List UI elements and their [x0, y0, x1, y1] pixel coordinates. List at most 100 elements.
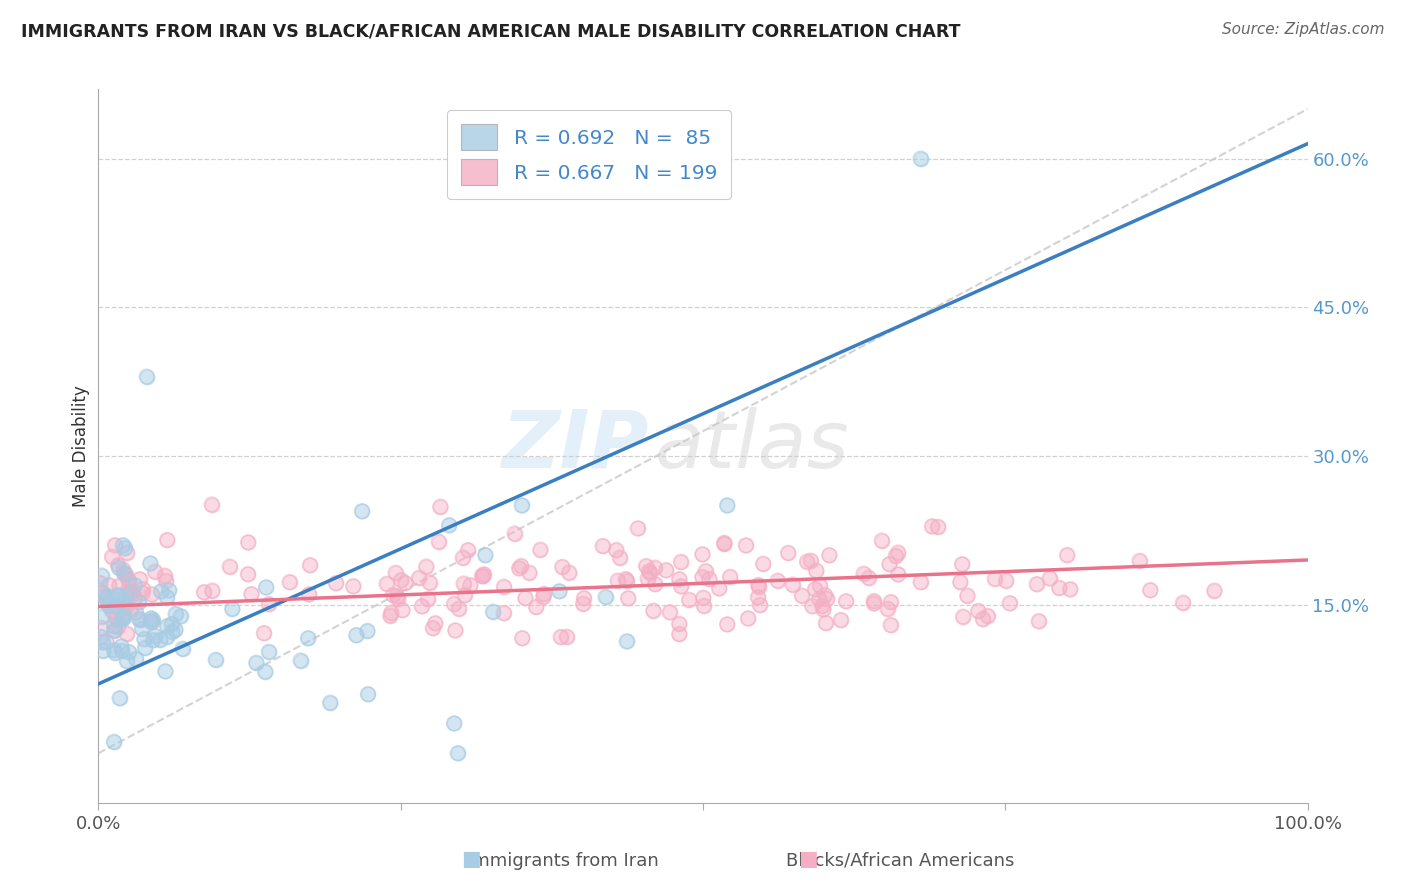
Point [1028, 614, 1050, 628]
Point [112, 566, 135, 581]
Point [425, 616, 447, 631]
Point [835, 594, 858, 608]
Point [595, 590, 617, 604]
Point [658, 605, 681, 619]
Point [976, 609, 998, 624]
Point [297, 632, 319, 646]
Point [104, 599, 127, 613]
Point [492, 606, 515, 620]
Point [637, 572, 659, 586]
Point [800, 553, 823, 567]
Point [125, 652, 148, 666]
Point [107, 589, 129, 603]
Point [104, 624, 127, 638]
Point [811, 599, 834, 613]
Point [879, 618, 901, 632]
Point [156, 533, 179, 547]
Point [782, 577, 804, 591]
Point [472, 569, 495, 583]
Point [529, 542, 551, 557]
Point [238, 535, 260, 549]
Point [134, 632, 156, 646]
Point [474, 548, 496, 562]
Point [114, 541, 136, 556]
Point [415, 559, 437, 574]
Point [115, 568, 138, 582]
Text: atlas: atlas [655, 407, 849, 485]
Point [692, 591, 714, 605]
Point [813, 602, 835, 616]
Point [503, 526, 526, 541]
Point [643, 604, 665, 618]
Point [425, 616, 447, 631]
Point [638, 566, 661, 581]
Point [157, 583, 180, 598]
Point [350, 504, 373, 518]
Point [747, 591, 769, 605]
Point [782, 577, 804, 591]
Point [718, 570, 741, 584]
Point [910, 152, 932, 166]
Point [145, 629, 167, 643]
Point [910, 575, 932, 590]
Point [155, 665, 177, 679]
Point [524, 599, 547, 614]
Point [201, 583, 224, 598]
Point [699, 572, 721, 586]
Point [693, 599, 716, 613]
Point [128, 612, 150, 626]
Point [149, 632, 172, 647]
Point [111, 612, 134, 626]
Point [668, 572, 690, 586]
Point [550, 630, 572, 644]
Point [976, 609, 998, 624]
Point [1171, 596, 1194, 610]
Point [950, 558, 973, 572]
Point [104, 646, 127, 660]
Point [290, 654, 312, 668]
Point [107, 558, 129, 573]
Point [117, 573, 139, 587]
Point [221, 601, 243, 615]
Point [141, 615, 163, 629]
Point [887, 545, 910, 559]
Point [515, 591, 537, 605]
Point [737, 611, 759, 625]
Point [90, 609, 112, 624]
Point [122, 587, 145, 601]
Point [471, 569, 494, 583]
Point [408, 571, 430, 585]
Point [104, 538, 127, 552]
Point [139, 611, 162, 625]
Point [531, 590, 554, 604]
Point [814, 615, 837, 630]
Point [118, 574, 141, 588]
Point [104, 538, 127, 552]
Point [472, 569, 495, 583]
Point [858, 571, 880, 585]
Point [298, 558, 321, 573]
Point [956, 589, 979, 603]
Point [145, 629, 167, 643]
Point [385, 589, 408, 603]
Point [605, 543, 627, 558]
Point [139, 557, 162, 571]
Point [245, 656, 267, 670]
Point [350, 504, 373, 518]
Point [669, 555, 692, 569]
Point [201, 583, 224, 598]
Point [380, 608, 402, 623]
Point [156, 533, 179, 547]
Point [128, 572, 150, 586]
Point [107, 560, 129, 574]
Point [103, 643, 125, 657]
Point [120, 585, 142, 599]
Point [472, 567, 495, 582]
Point [254, 581, 277, 595]
Point [131, 622, 153, 636]
Point [830, 613, 852, 627]
Point [94, 591, 117, 606]
Point [668, 627, 690, 641]
Point [156, 619, 179, 633]
Point [112, 597, 135, 611]
